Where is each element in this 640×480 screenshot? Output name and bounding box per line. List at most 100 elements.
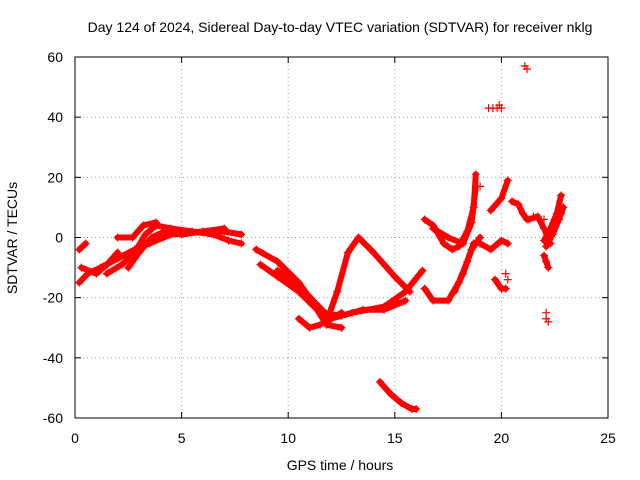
data-point: [450, 287, 459, 296]
data-trace-trace-20: [492, 276, 509, 292]
data-point: [369, 248, 378, 257]
data-point: [522, 65, 531, 74]
data-point: [418, 266, 427, 275]
chart-title: Day 124 of 2024, Sidereal Day-to-day VTE…: [88, 19, 593, 35]
data-point: [529, 212, 538, 221]
data-point: [476, 182, 485, 191]
data-point: [548, 230, 557, 239]
y-tick-label: 20: [47, 169, 63, 185]
y-tick-label: -60: [43, 410, 63, 426]
y-axis-label: SDTVAR / TECUs: [4, 182, 20, 294]
tick-labels: 0 5 10 15 20 25 -60 -40 -20 0 20 40 60: [43, 49, 616, 446]
data-trace-trace-2: [76, 240, 89, 253]
data-point: [152, 218, 161, 227]
data-point: [354, 233, 363, 242]
data-point: [348, 308, 357, 317]
data-point: [256, 260, 265, 269]
y-tick-label: -40: [43, 350, 63, 366]
data-point: [554, 215, 563, 224]
data-point: [139, 221, 148, 230]
data-layer: [75, 62, 568, 413]
data-trace-trace-19: [487, 177, 511, 214]
data-point: [405, 287, 414, 296]
x-tick-label: 10: [280, 430, 296, 446]
data-point: [540, 251, 549, 260]
data-point: [305, 323, 314, 332]
data-point: [542, 257, 551, 266]
data-trace-trace-17: [430, 183, 479, 247]
data-point: [113, 233, 122, 242]
data-point: [102, 269, 111, 278]
data-point: [141, 230, 150, 239]
data-point: [390, 272, 399, 281]
x-tick-label: 5: [178, 430, 186, 446]
data-point: [380, 302, 389, 311]
data-point: [198, 227, 207, 236]
data-point: [147, 233, 156, 242]
plot-frame: [74, 56, 609, 419]
data-point: [102, 260, 111, 269]
data-point: [459, 239, 468, 248]
data-point: [252, 245, 261, 254]
data-point: [305, 293, 314, 302]
data-point: [77, 263, 86, 272]
data-point: [497, 236, 506, 245]
data-trace-trace-21: [509, 198, 530, 223]
data-point: [273, 266, 282, 275]
data-point: [439, 239, 448, 248]
data-trace-trace-4: [103, 222, 245, 277]
data-point: [501, 269, 510, 278]
x-axis-label: GPS time / hours: [287, 457, 394, 473]
data-point: [337, 323, 346, 332]
data-point: [92, 269, 101, 278]
data-point: [497, 104, 506, 113]
data-point: [134, 248, 143, 257]
data-point: [316, 320, 325, 329]
y-tick-label: -20: [43, 290, 63, 306]
data-point: [471, 170, 480, 179]
data-point: [544, 263, 553, 272]
x-tick-label: 20: [494, 430, 510, 446]
data-point: [273, 257, 282, 266]
data-point: [333, 287, 342, 296]
data-point: [557, 191, 566, 200]
y-tick-label: 0: [55, 230, 63, 246]
data-point: [75, 278, 84, 287]
data-point: [540, 215, 549, 224]
data-point: [375, 377, 384, 386]
data-point: [412, 404, 421, 413]
data-point: [237, 230, 246, 239]
data-point: [514, 200, 523, 209]
data-point: [476, 239, 485, 248]
data-trace-trace-13: [376, 378, 420, 412]
data-point: [501, 284, 510, 293]
data-point: [497, 194, 506, 203]
data-point: [420, 215, 429, 224]
data-point: [444, 296, 453, 305]
data-point: [220, 224, 229, 233]
data-point: [237, 239, 246, 248]
data-point: [117, 260, 126, 269]
x-tick-label: 15: [387, 430, 403, 446]
data-point: [420, 284, 429, 293]
data-point: [544, 317, 553, 326]
data-point: [343, 248, 352, 257]
data-point: [284, 275, 293, 284]
data-trace-trace-5: [114, 219, 160, 241]
data-point: [508, 197, 517, 206]
data-point: [467, 245, 476, 254]
x-tick-label: 0: [71, 430, 79, 446]
data-trace-trace-23: [541, 192, 565, 244]
data-point: [459, 269, 468, 278]
data-point: [429, 224, 438, 233]
data-trace-trace-1: [76, 228, 245, 286]
data-point: [294, 314, 303, 323]
x-tick-label: 25: [600, 430, 616, 446]
data-point: [128, 233, 137, 242]
data-point: [542, 242, 551, 251]
y-tick-label: 40: [47, 109, 63, 125]
data-point: [160, 227, 169, 236]
data-point: [503, 239, 512, 248]
data-point: [322, 317, 331, 326]
data-point: [486, 245, 495, 254]
